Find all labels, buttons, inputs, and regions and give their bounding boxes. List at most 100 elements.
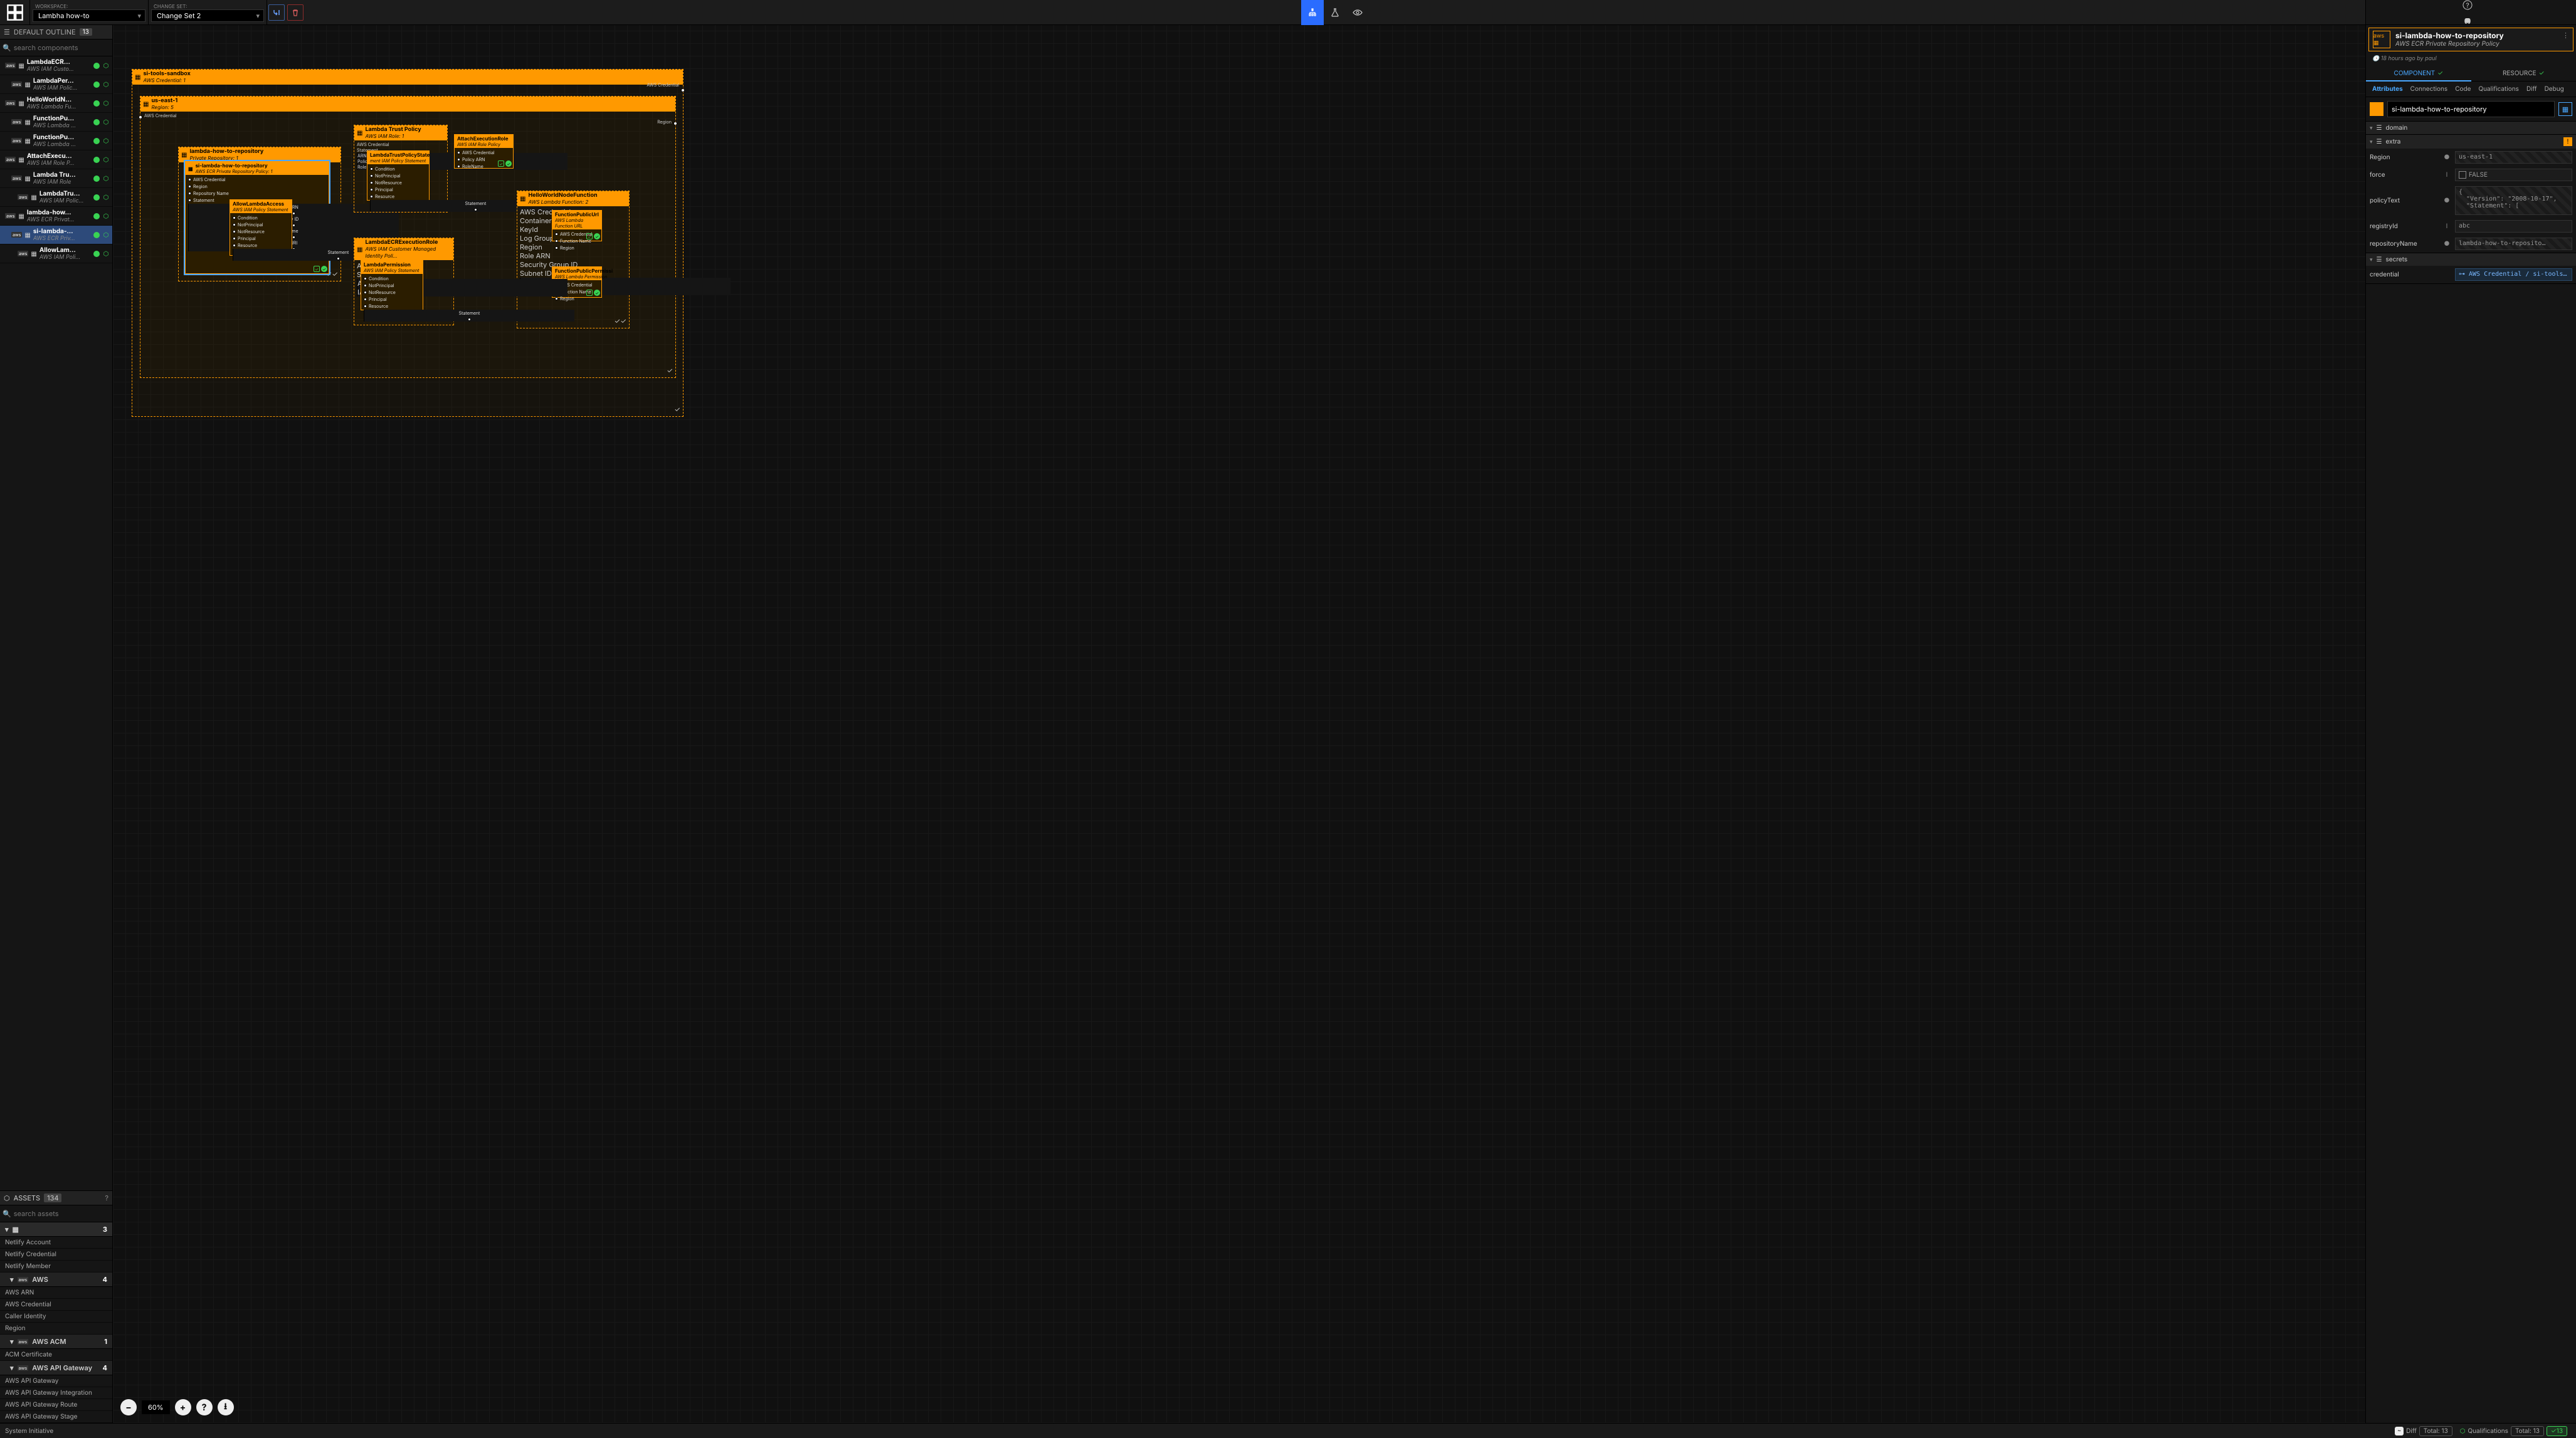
output-socket[interactable] [673, 122, 677, 125]
node-trust-statement[interactable]: LambdaTrustPolicyStatement IAM Policy St… [367, 150, 430, 201]
output-socket-row[interactable]: ry ID [188, 216, 399, 228]
node-attach-exec-role[interactable]: AttachExecutionRoleAWS IAM Role Policy A… [454, 134, 514, 169]
asset-item[interactable]: AWS API Gateway Integration [0, 1387, 112, 1399]
asset-group[interactable]: ▾▦3 [0, 1222, 112, 1237]
outline-item[interactable]: aws▦FunctionPu…AWS Lambda …⬡ [0, 132, 112, 150]
subtab-qualifications[interactable]: Qualifications [2478, 85, 2518, 93]
component-name-input[interactable] [2387, 101, 2555, 117]
asset-item[interactable]: Netlify Credential [0, 1249, 112, 1261]
input-socket-row[interactable]: AWS Credential [188, 176, 326, 183]
outline-item[interactable]: aws▦lambda-how…AWS ECR Privat…⬡ [0, 207, 112, 226]
outline-item[interactable]: aws▦FunctionPu…AWS Lambda …⬡ [0, 113, 112, 132]
inspector-menu-button[interactable]: ⋮ [2562, 31, 2569, 39]
asset-item[interactable]: Caller Identity [0, 1311, 112, 1323]
model-view-tab[interactable] [1301, 0, 1324, 25]
output-socket[interactable] [681, 88, 685, 92]
input-socket-row[interactable]: Condition [370, 165, 426, 172]
outline-header[interactable]: ☰ DEFAULT OUTLINE 13 [0, 25, 112, 39]
assets-header[interactable]: ⬡ ASSETS 134 ? [0, 1190, 112, 1205]
delete-changeset-button[interactable] [287, 4, 304, 21]
workspace-selector[interactable]: WORKSPACE: Lambha how-to [30, 0, 149, 24]
diff-status[interactable]: ~ Diff Total: 13 [2391, 1426, 2456, 1436]
input-socket-row[interactable]: NotPrincipal [364, 282, 420, 289]
input-socket-row[interactable]: NotPrincipal [370, 172, 426, 179]
node-allow-lambda-access[interactable]: AllowLambdaAccessAWS IAM Policy Statemen… [230, 199, 292, 256]
asset-group[interactable]: ▾awsAWS ACM1 [0, 1335, 112, 1349]
field-value[interactable]: lambda-how-to-reposito… [2455, 238, 2572, 250]
outline-item[interactable]: aws▦HelloWorldN…AWS Lambda Fu…⬡ [0, 94, 112, 113]
input-socket-row[interactable]: NotPrincipal [233, 221, 289, 228]
download-button[interactable]: ⭳ [218, 1399, 234, 1415]
input-socket-row[interactable]: Region [555, 244, 599, 251]
input-socket-row[interactable]: Principal [233, 235, 289, 242]
output-socket-row[interactable]: Statement [364, 310, 574, 322]
subtab-debug[interactable]: Debug [2545, 85, 2564, 93]
assets-search-input[interactable] [11, 1207, 124, 1220]
checkbox[interactable] [2459, 171, 2466, 179]
view-tab[interactable] [1346, 0, 1369, 25]
input-socket-row[interactable]: Principal [370, 186, 426, 193]
node-ecr-policy[interactable]: ▦si-lambda-how-to-repositoryAWS ECR Priv… [185, 161, 329, 274]
outline-search-input[interactable] [11, 41, 124, 55]
node-lambda-permission[interactable]: LambdaPermissionAWS IAM Policy Statement… [361, 260, 423, 310]
section-header[interactable]: ☰secrets [2366, 253, 2576, 266]
frame-credential[interactable]: si-tools-sandboxAWS Credential: 1 AWS Cr… [132, 69, 684, 417]
input-socket-row[interactable]: Role ARN [520, 251, 626, 260]
input-socket-row[interactable]: NotResource [364, 289, 420, 296]
input-socket-row[interactable]: NotResource [233, 228, 289, 235]
merge-button[interactable] [268, 4, 285, 21]
qualifications-status[interactable]: ⬡ Qualifications Total: 13 ✓13 [2456, 1426, 2571, 1436]
asset-group[interactable]: ▾awsAWS API Gateway4 [0, 1361, 112, 1375]
frame-repository[interactable]: lambda-how-to-repositoryPrivate Reposito… [178, 147, 341, 281]
tab-resource[interactable]: RESOURCE✓ [2471, 66, 2576, 81]
canvas-area[interactable]: si-tools-sandboxAWS Credential: 1 AWS Cr… [113, 25, 2365, 1423]
outline-item[interactable]: aws▦LambdaTru…AWS IAM Polic…⬡ [0, 188, 112, 207]
asset-group[interactable]: ▾awsAWS4 [0, 1273, 112, 1287]
subtab-connections[interactable]: Connections [2410, 85, 2448, 93]
zoom-in-button[interactable]: + [175, 1399, 191, 1415]
input-socket-row[interactable]: Condition [233, 214, 289, 221]
canvas[interactable]: si-tools-sandboxAWS Credential: 1 AWS Cr… [113, 25, 2365, 1423]
subtab-diff[interactable]: Diff [2526, 85, 2537, 93]
lab-view-tab[interactable] [1324, 0, 1346, 25]
frame-trust-policy[interactable]: Lambda Trust PolicyAWS IAM Role: 1 AWS C… [354, 125, 448, 213]
asset-item[interactable]: Region [0, 1323, 112, 1335]
asset-item[interactable]: Netlify Account [0, 1237, 112, 1249]
asset-item[interactable]: ACM Certificate [0, 1349, 112, 1361]
input-socket-row[interactable]: Resource [364, 303, 420, 310]
field-value[interactable]: us-east-1 [2455, 151, 2572, 164]
changeset-value[interactable]: Change Set 2 [151, 9, 264, 22]
subtab-code[interactable]: Code [2455, 85, 2471, 93]
outline-item[interactable]: aws▦si-lambda-…AWS ECR Priv…⬡ [0, 226, 112, 244]
node-fn-url[interactable]: FunctionPublicUrlAWS Lambda Function URL… [552, 210, 602, 241]
field-value[interactable]: ⊶ AWS Credential / si-tools-sandbox [2455, 268, 2572, 281]
tab-component[interactable]: COMPONENT✓ [2366, 66, 2471, 81]
asset-item[interactable]: AWS API Gateway Route [0, 1399, 112, 1411]
asset-item[interactable]: Netlify Member [0, 1261, 112, 1273]
help-button[interactable]: ? [2461, 0, 2474, 10]
asset-item[interactable]: AWS Credential [0, 1299, 112, 1311]
input-socket-row[interactable]: AWS Credential [457, 149, 510, 156]
asset-item[interactable]: AWS API Gateway Stage [0, 1411, 112, 1423]
section-header[interactable]: ☰domain [2366, 122, 2576, 134]
zoom-help-button[interactable]: ? [196, 1399, 213, 1415]
frame-hello-world[interactable]: HelloWorldNodeFunctionAWS Lambda Functio… [517, 191, 630, 328]
assets-help-icon[interactable]: ? [105, 1194, 108, 1202]
input-socket-row[interactable]: Resource [370, 193, 426, 200]
outline-item[interactable]: aws▦Lambda Tru…AWS IAM Role⬡ [0, 169, 112, 188]
outline-item[interactable]: aws▦LambdaPer…AWS IAM Polic…⬡ [0, 75, 112, 94]
input-socket-row[interactable]: Principal [364, 296, 420, 303]
frame-toggle-button[interactable]: ▦ [2558, 102, 2572, 116]
frame-region[interactable]: us-east-1Region: 5 AWS Credential Region… [140, 96, 676, 378]
outline-item[interactable]: aws▦AttachExecu…AWS IAM Role P…⬡ [0, 150, 112, 169]
input-socket-row[interactable]: Condition [364, 275, 420, 282]
section-header[interactable]: ☰extra! [2366, 135, 2576, 149]
app-logo[interactable] [0, 0, 30, 24]
outline-item[interactable]: aws▦AllowLam…AWS IAM Poli…⬡ [0, 244, 112, 263]
color-swatch[interactable] [2370, 102, 2383, 116]
input-socket-row[interactable]: Region [188, 183, 326, 190]
field-value[interactable]: { "Version": "2008-10-17", "Statement": … [2455, 186, 2572, 215]
asset-item[interactable]: AWS ARN [0, 1287, 112, 1299]
field-value[interactable]: abc [2455, 220, 2572, 233]
input-socket[interactable] [139, 115, 142, 119]
